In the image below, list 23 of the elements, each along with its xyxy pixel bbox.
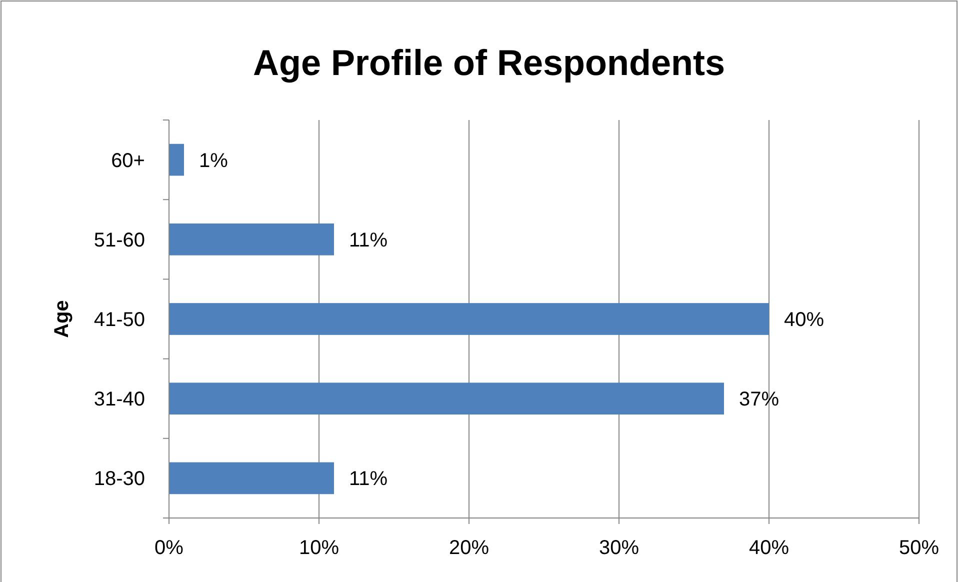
data-label: 1% [199, 150, 228, 172]
x-tick-label: 10% [298, 537, 340, 559]
x-tick-label: 40% [748, 537, 790, 559]
bar [169, 382, 724, 415]
bar [169, 303, 769, 335]
y-tick-label: 60+ [111, 150, 145, 172]
x-tick-label: 20% [448, 537, 490, 559]
x-tick-label: 0% [154, 537, 184, 559]
bar [169, 462, 334, 494]
bar [169, 144, 184, 176]
data-label: 40% [784, 309, 824, 331]
data-label: 11% [349, 229, 388, 252]
chart-title: Age Profile of Respondents [252, 42, 726, 83]
x-tick-label: 30% [598, 537, 640, 559]
x-tick-label: 50% [898, 537, 940, 559]
bar [169, 223, 334, 256]
y-tick-label: 31-40 [94, 388, 145, 411]
y-axis-title: Age [51, 300, 73, 338]
y-tick-label: 41-50 [94, 309, 145, 331]
data-label: 11% [349, 468, 388, 490]
y-tick-label: 51-60 [94, 229, 145, 252]
data-label: 37% [739, 388, 780, 411]
y-tick-label: 18-30 [94, 468, 145, 490]
